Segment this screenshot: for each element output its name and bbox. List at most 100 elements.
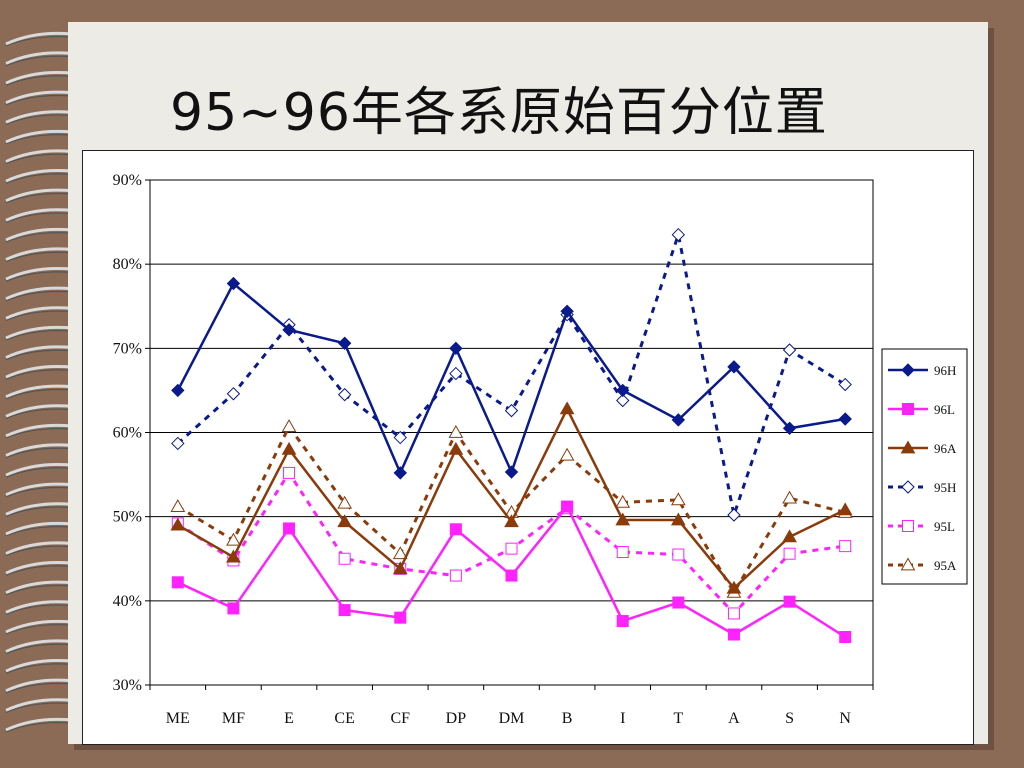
data-point (338, 552, 351, 565)
series-95L (171, 466, 852, 620)
data-point (504, 514, 519, 528)
series-95H (171, 228, 852, 522)
chart-frame: 30% 40% 50% 60% 70% 80% 90% ME MF E CE CF DP DM B I T A S N… (82, 150, 974, 745)
data-point (671, 413, 686, 427)
data-point (227, 602, 240, 615)
data-point (838, 377, 852, 392)
x-tick-label: DP (446, 710, 467, 727)
data-point (392, 546, 408, 560)
y-tick-label: 90% (113, 172, 142, 189)
x-tick-label: S (785, 710, 794, 727)
data-point (726, 580, 742, 594)
data-point (616, 546, 629, 559)
data-point (448, 441, 464, 455)
data-point (281, 419, 297, 432)
x-tick-label: DM (499, 710, 525, 727)
legend-item: 95L (888, 519, 955, 534)
data-point (337, 514, 353, 528)
legend-marker (900, 557, 916, 571)
legend-marker (901, 480, 915, 494)
data-point (837, 502, 853, 516)
data-point (616, 393, 630, 408)
data-point (226, 276, 241, 291)
y-tick-label: 30% (113, 677, 142, 694)
legend-marker (901, 363, 915, 377)
data-point (672, 548, 685, 561)
legend-label: 96A (934, 441, 957, 456)
data-point (782, 529, 797, 543)
data-point (504, 465, 519, 479)
data-point (782, 421, 797, 435)
data-point (337, 495, 353, 509)
x-tick-label: CE (334, 710, 354, 727)
data-point (561, 500, 574, 513)
data-point (615, 512, 631, 526)
line-chart: 30% 40% 50% 60% 70% 80% 90% ME MF E CE CF DP DM B I T A S N… (113, 172, 968, 727)
legend-item: 95A (888, 557, 957, 573)
data-point (616, 615, 629, 628)
data-point (226, 532, 241, 546)
y-tick-label: 50% (113, 509, 142, 526)
data-point (559, 401, 575, 415)
x-tick-label: E (284, 710, 294, 727)
data-point (671, 228, 686, 242)
data-point (505, 569, 518, 582)
x-tick-label: A (728, 710, 740, 727)
data-point (449, 341, 463, 356)
series-96L (171, 500, 852, 644)
y-tick-label: 40% (113, 593, 142, 610)
data-point (727, 508, 741, 522)
y-tick-label: 60% (113, 425, 142, 442)
series-line (176, 281, 846, 477)
data-point (226, 387, 241, 401)
series-line (177, 406, 846, 591)
legend-item: 96A (888, 440, 957, 456)
legend-label: 95A (934, 558, 957, 573)
data-point (727, 607, 740, 620)
data-point (783, 547, 796, 560)
data-point (170, 517, 186, 531)
data-point (393, 430, 407, 445)
x-tick-label: CF (390, 710, 410, 727)
data-point (448, 424, 464, 438)
series-96H (171, 276, 852, 480)
data-point (672, 596, 685, 609)
x-tick-label: MF (222, 710, 245, 727)
legend-item: 96H (888, 363, 956, 378)
data-point (727, 628, 740, 641)
data-point (449, 569, 462, 582)
data-point (504, 403, 519, 418)
data-point (616, 383, 630, 398)
data-point (392, 561, 408, 575)
legend (881, 348, 968, 585)
data-point (782, 343, 797, 357)
legend-label: 95H (934, 480, 956, 495)
data-point (170, 499, 186, 512)
legend-label: 96H (934, 363, 956, 378)
legend-item: 96L (888, 402, 955, 417)
data-point (839, 631, 852, 644)
legend-marker (902, 403, 914, 415)
series-96A (170, 401, 853, 594)
data-point (838, 412, 852, 426)
x-tick-label: I (620, 710, 625, 727)
y-tick-label: 70% (113, 340, 142, 357)
data-point (559, 447, 575, 461)
data-point (337, 336, 352, 350)
x-tick-label: ME (166, 710, 190, 727)
x-tick-label: T (673, 710, 683, 727)
y-tick-label: 80% (113, 256, 142, 273)
legend-label: 95L (934, 519, 955, 534)
data-point (727, 360, 741, 374)
legend-marker (902, 520, 914, 532)
data-point (283, 522, 296, 535)
slide-title: 95~96年各系原始百分位置 (170, 83, 828, 143)
data-point (670, 492, 686, 506)
data-point (505, 542, 518, 555)
data-point (615, 494, 631, 508)
data-point (282, 323, 296, 337)
data-point (281, 441, 297, 455)
legend-item: 95H (888, 480, 956, 495)
data-point (171, 436, 185, 451)
data-point (171, 576, 184, 589)
